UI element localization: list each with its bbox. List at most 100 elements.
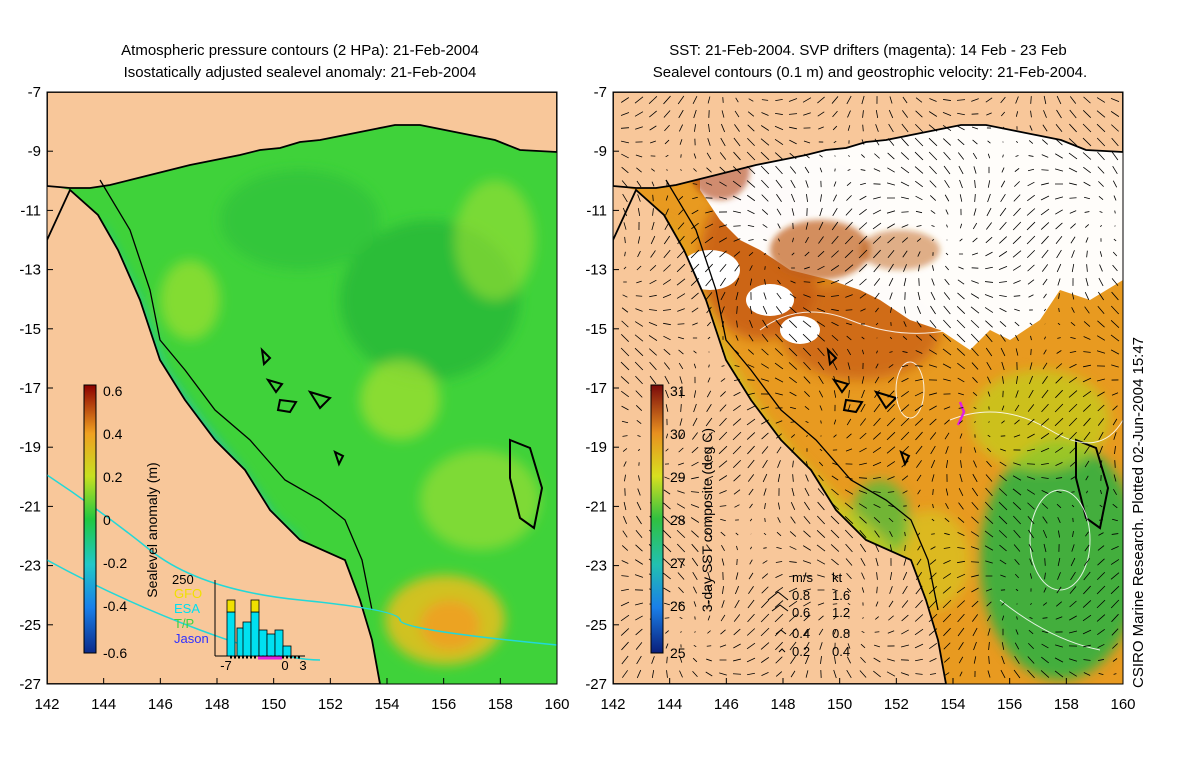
right-cb-tick: 28 [670,512,686,528]
velocity-arrow [733,614,741,622]
y-tick-label: -15 [585,321,607,338]
velocity-arrow [901,224,909,228]
velocity-arrow [691,557,699,567]
velocity-arrow [931,518,935,522]
velocity-arrow [732,166,742,174]
velocity-arrow [1027,418,1035,426]
velocity-arrow [831,221,839,231]
velocity-arrow [1055,124,1063,132]
velocity-arrow [649,294,657,298]
x-tick-label: 160 [1110,696,1135,713]
x-tick-label: 152 [318,696,343,713]
velocity-arrow [875,557,879,567]
left-reef [99,179,373,611]
velocity-arrow [915,378,923,382]
velocity-arrow [956,99,966,101]
velocity-arrow [971,252,979,256]
velocity-arrow [943,406,951,410]
velocity-arrow [942,138,952,146]
velocity-arrow [803,588,811,592]
velocity-arrow [1083,196,1091,200]
velocity-arrow [1055,644,1063,648]
velocity-arrow [1054,168,1064,172]
velocity-arrow [678,196,684,200]
velocity-arrow [635,615,643,621]
velocity-arrow [665,208,669,216]
velocity-arrow [943,151,951,161]
velocity-arrow [944,419,950,425]
velocity-arrow [917,251,921,257]
velocity-arrow [872,222,882,230]
velocity-arrow [1100,489,1102,495]
velocity-arrow [1110,334,1120,342]
velocity-arrow [1012,221,1022,231]
velocity-arrow [847,125,851,131]
velocity-arrow [1026,463,1036,465]
velocity-arrow [746,418,756,426]
velocity-arrow [789,546,797,550]
velocity-arrow [790,434,796,438]
velocity-arrow [802,307,812,313]
velocity-arrow [816,544,826,552]
velocity-arrow [1111,151,1119,161]
velocity-arrow [917,306,921,314]
velocity-arrow [900,417,910,427]
velocity-arrow [676,293,686,299]
velocity-arrow [663,587,671,593]
velocity-arrow [845,221,853,231]
velocity-arrow [1027,448,1035,452]
velocity-arrow [664,375,670,385]
velocity-arrow [719,166,727,174]
velocity-arrow [692,657,698,663]
velocity-arrow [719,250,727,258]
velocity-arrow [904,306,906,314]
velocity-arrow [1056,249,1062,259]
velocity-arrow [748,252,754,256]
velocity-arrow [1099,211,1103,213]
velocity-arrow [732,431,742,441]
y-tick-label: -11 [20,202,41,219]
velocity-arrow [1056,109,1062,119]
velocity-arrow [720,391,726,397]
velocity-arrow [1044,336,1046,340]
velocity-arrow [694,631,696,633]
velocity-arrow [1044,572,1046,580]
velocity-arrow [973,407,977,409]
velocity-arrow [999,474,1007,482]
velocity-arrow [663,489,671,495]
velocity-arrow [820,194,822,202]
velocity-arrow [1111,533,1119,535]
velocity-arrow [1015,348,1019,356]
velocity-arrow [1113,474,1117,482]
velocity-arrow [1057,517,1061,523]
velocity-arrow [973,641,977,651]
velocity-arrow [930,459,936,469]
velocity-arrow [805,421,809,423]
velocity-arrow [691,307,699,313]
velocity-arrow [1083,659,1091,661]
x-tick-label: 154 [940,696,965,713]
velocity-arrow [693,586,697,594]
velocity-arrow [887,630,895,634]
velocity-arrow [874,631,880,633]
velocity-arrow [746,180,756,188]
velocity-arrow [929,195,937,201]
velocity-arrow [873,417,881,427]
right-png-land [613,92,1123,189]
velocity-arrow [1114,445,1116,455]
velocity-arrow [818,390,824,398]
velocity-arrow [1015,588,1019,592]
velocity-arrow [621,320,629,328]
velocity-arrow [1028,375,1034,385]
velocity-arrow [1041,403,1049,413]
velocity-arrow [734,124,740,132]
velocity-arrow [886,446,896,454]
velocity-arrow [774,125,784,131]
velocity-arrow [887,390,895,398]
velocity-arrow [971,574,979,578]
velocity-arrow [735,291,739,301]
velocity-arrow [774,600,784,608]
velocity-arrow [956,348,966,356]
velocity-arrow [848,389,850,399]
velocity-arrow [777,460,781,468]
